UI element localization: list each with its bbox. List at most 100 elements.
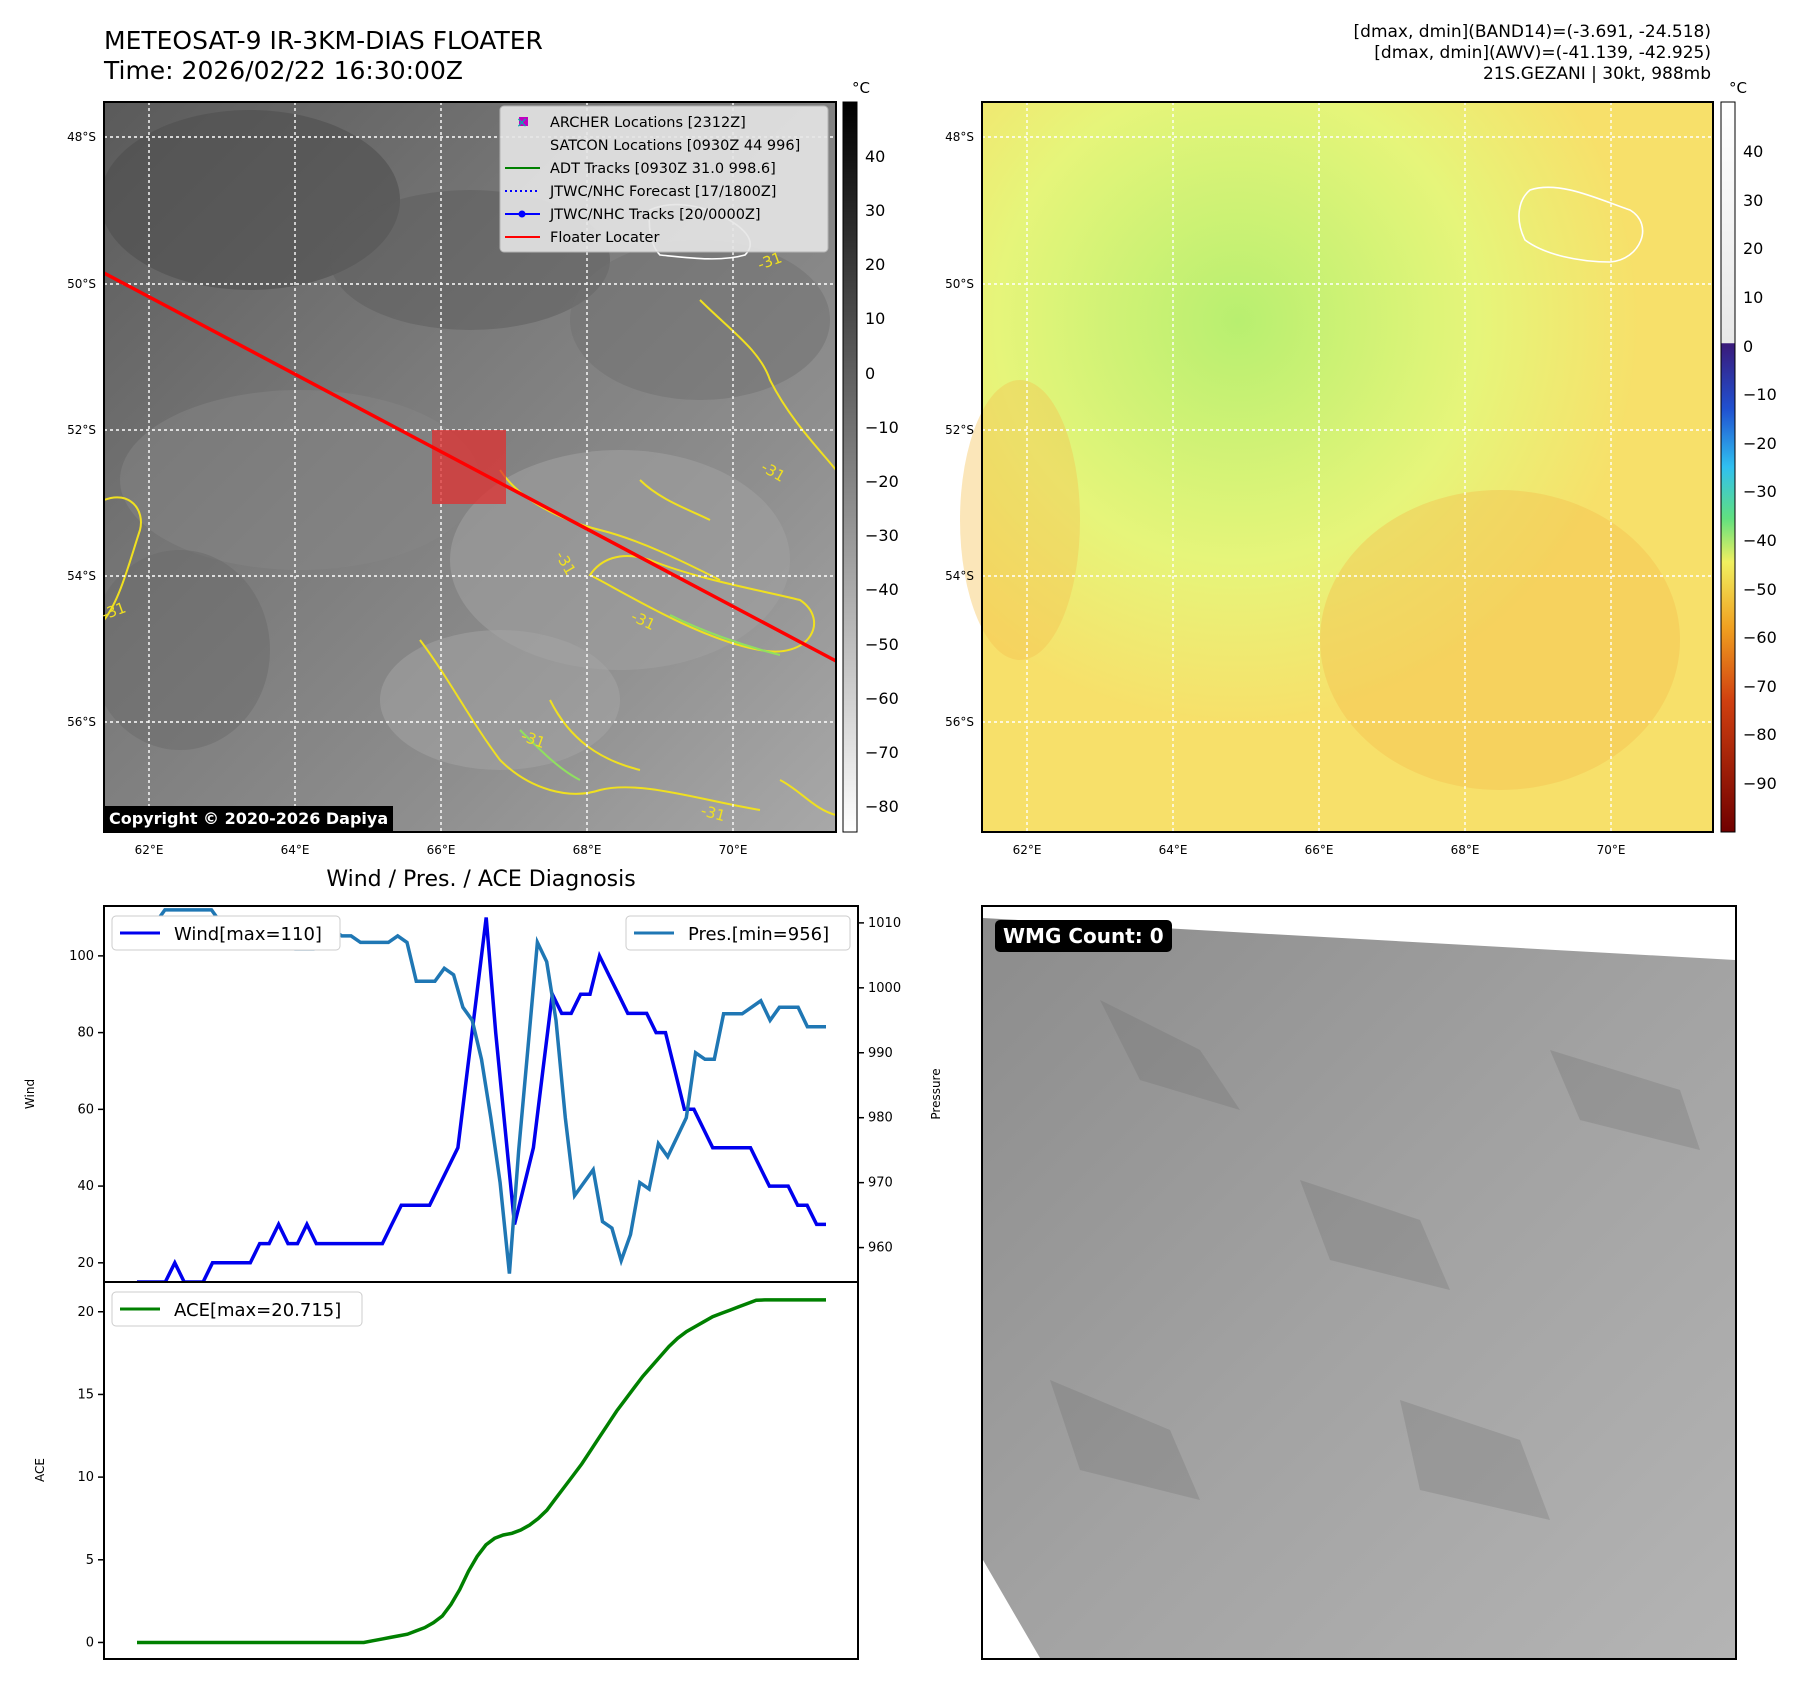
lon-label: 68°E [573,843,602,857]
colorbar-tick: 20 [1743,239,1763,258]
tracks-dot [518,210,526,218]
wmg-count-badge: WMG Count: 0 [995,920,1172,952]
contour-label: -31 [699,801,727,825]
ace-legend-box [111,1291,363,1327]
diagnosis-title: Wind / Pres. / ACE Diagnosis [326,867,635,892]
ir-colorbar: °C 40 30 20 10 0 −10 −20 −30 −40 −50 −60… [842,79,899,833]
wind-legend-label: Wind[max=110] [174,924,322,945]
ace-legend-label: ACE[max=20.715] [174,1300,341,1321]
colorbar-tick: −30 [1743,482,1777,501]
wv-dry-region [1320,490,1680,790]
colorbar-tick: 40 [865,147,885,166]
axis-tick-label: 990 [868,1046,893,1061]
ir-colorbar-ticks: 40 30 20 10 0 −10 −20 −30 −40 −50 −60 −7… [865,147,899,816]
wind-legend: Wind[max=110] [111,915,341,951]
wv-colorbar-ticks: 40 30 20 10 0 −10 −20 −30 −40 −50 −60 −7… [1743,142,1777,793]
title-line-2: Time: 2026/02/22 16:30:00Z [104,56,463,85]
legend-label: ADT Tracks [0930Z 31.0 998.6] [550,161,776,177]
legend-label: JTWC/NHC Tracks [20/0000Z] [549,207,761,223]
colorbar-tick: 30 [865,201,885,220]
lat-label: 56°S [945,715,974,729]
axis-tick-label: 40 [77,1179,94,1194]
colorbar-tick: −50 [1743,580,1777,599]
pressure-legend-box [625,915,851,951]
ir-gridlines [104,102,836,832]
ir-colorbar-unit: °C [852,79,870,97]
wmg-texture [1050,1000,1700,1520]
satcon-marker: × [516,115,528,131]
colorbar-tick: −80 [1743,725,1777,744]
stats-block: [dmax, dmin](BAND14)=(-3.691, -24.518) [… [1354,22,1711,85]
legend-label: JTWC/NHC Forecast [17/1800Z] [549,184,776,200]
colorbar-tick: −90 [1743,774,1777,793]
pressure-yticks: 960 970 980 990 1000 1010 [858,916,901,1256]
ir-colorbar-gradient [842,101,858,833]
lon-label: 70°E [1597,843,1626,857]
stats-line-3: 21S.GEZANI | 30kt, 988mb [1482,64,1711,84]
colorbar-tick: 30 [1743,191,1763,210]
archer-marker [519,117,528,126]
wmg-panel [981,905,1737,1660]
colorbar-tick: 10 [1743,288,1763,307]
axis-tick-label: 20 [77,1256,94,1271]
wv-lat-labels: 48°S 50°S 52°S 54°S 56°S [945,130,974,729]
wv-coastline [1518,186,1644,263]
lat-label: 48°S [945,130,974,144]
colorbar-tick: −60 [1743,628,1777,647]
stats-line-1: [dmax, dmin](BAND14)=(-3.691, -24.518) [1353,22,1711,42]
colorbar-tick: −40 [1743,531,1777,550]
wind-axis-label: Wind [23,1079,37,1109]
lat-label: 52°S [67,423,96,437]
ace-plot: ACE 0 5 10 15 20 ACE[max=20.715] [33,1281,859,1660]
lon-label: 66°E [1305,843,1334,857]
axis-tick-label: 1010 [868,916,901,931]
lat-label: 50°S [945,277,974,291]
lon-label: 64°E [281,843,310,857]
wv-gridlines [982,102,1713,832]
axis-tick-label: 20 [77,1305,94,1320]
pressure-legend-label: Pres.[min=956] [688,924,829,945]
lat-label: 54°S [945,569,974,583]
pressure-axis-label: Pressure [929,1068,943,1119]
axis-tick-label: 60 [77,1102,94,1117]
wind-yticks: 20 40 60 80 100 [69,949,104,1271]
wind-series-line [137,917,826,1284]
wv-lon-labels: 62°E 64°E 66°E 68°E 70°E [1013,843,1626,857]
axis-tick-label: 15 [77,1387,94,1402]
axis-tick-label: 10 [77,1470,94,1485]
colorbar-tick: −10 [1743,385,1777,404]
colorbar-tick: 0 [1743,337,1753,356]
pressure-legend: Pres.[min=956] [625,915,851,951]
colorbar-tick: −70 [1743,677,1777,696]
colorbar-tick: −10 [865,418,899,437]
colorbar-tick: −20 [1743,434,1777,453]
colorbar-tick: 40 [1743,142,1763,161]
ace-series-line [137,1298,826,1645]
colorbar-tick: 0 [865,364,875,383]
lat-label: 52°S [945,423,974,437]
colorbar-tick: −80 [865,797,899,816]
colorbar-tick: −50 [865,635,899,654]
wv-moist-region [982,102,1713,832]
lon-label: 62°E [135,843,164,857]
figure-title: METEOSAT-9 IR-3KM-DIAS FLOATER Time: 202… [104,26,543,86]
wv-map-panel [960,101,1714,833]
wmg-frame-border [981,905,1737,1660]
legend-box [499,105,829,253]
colorbar-tick: −70 [865,743,899,762]
colorbar-tick: −60 [865,689,899,708]
wind-pressure-plot: Wind Pressure 20 40 60 80 100 960 970 980 990 10… [23,905,943,1284]
legend-label: Floater Locater [550,230,659,246]
wv-frame [981,101,1714,833]
ir-lat-labels: 48°S 50°S 52°S 54°S 56°S [67,130,96,729]
ace-axis-label: ACE [33,1458,47,1482]
ir-inner-contours [519,614,781,781]
wv-dry-region-west [960,380,1080,660]
axis-tick-label: 80 [77,1026,94,1041]
axis-tick-label: 970 [868,1176,893,1191]
legend-label: ARCHER Locations [2312Z] [550,115,746,131]
title-line-1: METEOSAT-9 IR-3KM-DIAS FLOATER [104,26,543,55]
lat-label: 56°S [67,715,96,729]
stats-line-2: [dmax, dmin](AWV)=(-41.139, -42.925) [1374,43,1711,63]
